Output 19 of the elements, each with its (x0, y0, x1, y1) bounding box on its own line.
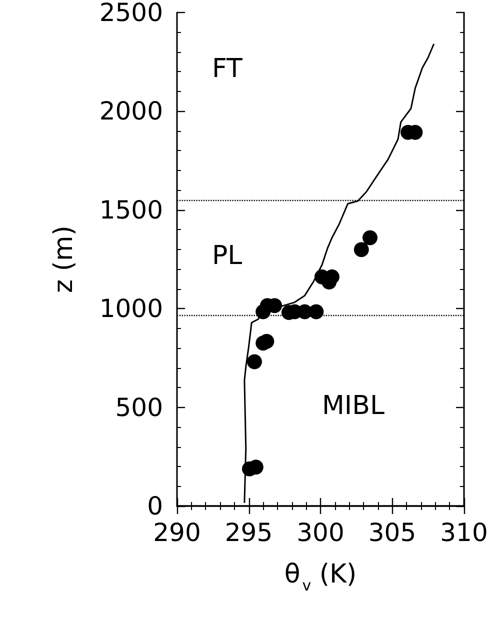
y-axis-title: z (m) (49, 225, 79, 294)
x-tick-label: 290 (153, 518, 201, 547)
annotation: MIBL (322, 391, 385, 421)
y-tick-label: 2500 (99, 0, 163, 27)
y-tick-label: 0 (147, 492, 163, 520)
point (308, 304, 324, 320)
annotation: PL (212, 241, 243, 271)
x-tick-label: 310 (440, 518, 488, 547)
point (354, 242, 369, 258)
y-tick-label: 2000 (99, 96, 163, 126)
x-tick-label: 305 (368, 518, 416, 547)
y-tick-label: 1000 (99, 294, 163, 324)
x-tick-label: 300 (296, 518, 344, 547)
y-tick-label: 500 (115, 392, 163, 422)
annotation: FT (212, 54, 242, 84)
x-tick-label: 295 (224, 518, 273, 547)
y-tick-label: 1500 (99, 195, 163, 224)
point (247, 354, 262, 370)
point (362, 230, 378, 246)
